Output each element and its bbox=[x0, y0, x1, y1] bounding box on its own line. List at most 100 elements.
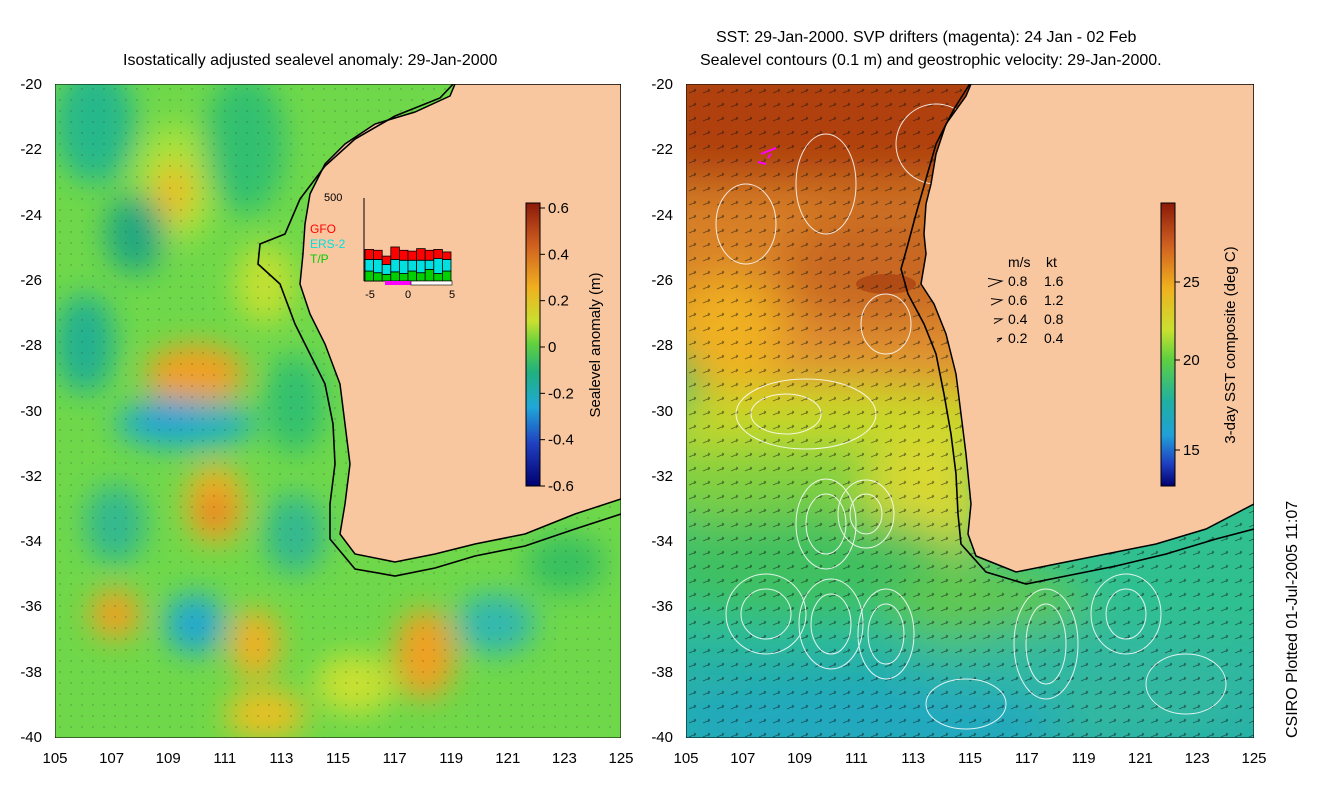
y-tick-label: -40 bbox=[20, 729, 42, 746]
shelf-isobath bbox=[900, 84, 1254, 585]
colorbar-tick-label: 0.4 bbox=[548, 246, 569, 263]
sealevel-colorbar-gradient bbox=[525, 202, 541, 487]
gfo-bar-segment bbox=[407, 250, 418, 261]
inset-xtick-0: 0 bbox=[405, 289, 411, 301]
colorbar-tick-label: 15 bbox=[1183, 442, 1200, 459]
velocity-ms-value: 0.8 bbox=[1008, 273, 1028, 289]
velocity-kt-value: 1.6 bbox=[1044, 273, 1064, 289]
y-tick-label: -40 bbox=[651, 729, 673, 746]
gfo-bar-segment bbox=[424, 249, 435, 261]
x-tick-label: 119 bbox=[1071, 750, 1096, 767]
svp-drifter-track bbox=[760, 147, 777, 155]
inset-legend-tp: T/P bbox=[310, 252, 329, 266]
tp-bar-segment bbox=[373, 272, 383, 282]
sst-colorbar-label: 3-day SST composite (deg C) bbox=[1222, 246, 1239, 443]
ers2-bar-segment bbox=[390, 259, 400, 273]
colorbar-tick-label: -0.2 bbox=[548, 385, 574, 402]
colorbar-tick-label: 20 bbox=[1183, 352, 1200, 369]
velocity-ms-value: 0.6 bbox=[1008, 292, 1028, 308]
velocity-scale-legend: m/s kt 0.8 1.6 0.6 1.2 0.4 0.8 0.2 0.4 bbox=[987, 254, 1064, 346]
ers2-bar-segment bbox=[364, 259, 375, 272]
velocity-ms-value: 0.4 bbox=[1008, 311, 1028, 327]
y-tick-label: -32 bbox=[651, 467, 673, 485]
plot-credit: CSIRO Plotted 01-Jul-2005 11:07 bbox=[1284, 500, 1301, 738]
x-tick-label: 107 bbox=[99, 750, 125, 767]
x-tick-label: 125 bbox=[608, 750, 634, 767]
ers2-bar-segment bbox=[433, 258, 443, 274]
y-tick-label: -26 bbox=[651, 271, 673, 289]
sst-colorbar-gradient bbox=[1160, 202, 1176, 487]
tp-bar-segment bbox=[407, 270, 418, 282]
tp-bar-segment bbox=[390, 271, 400, 282]
x-tick-label: 113 bbox=[269, 750, 294, 767]
future-period-marker bbox=[410, 280, 453, 286]
x-tick-label: 123 bbox=[551, 750, 577, 767]
x-tick-label: 105 bbox=[673, 750, 699, 767]
velocity-kt-value: 0.4 bbox=[1044, 330, 1064, 346]
velocity-scale-arrow bbox=[990, 298, 1004, 306]
ers2-bar-segment bbox=[381, 264, 392, 275]
x-tick-label: 121 bbox=[495, 750, 521, 767]
y-tick-label: -26 bbox=[20, 271, 42, 289]
x-tick-label: 125 bbox=[1241, 750, 1267, 767]
y-tick-label: -34 bbox=[651, 533, 673, 551]
ers2-bar-segment bbox=[407, 259, 418, 272]
sealevel-contours bbox=[715, 103, 1227, 730]
y-tick-label: -22 bbox=[651, 141, 673, 159]
y-tick-label: -20 bbox=[651, 76, 673, 93]
y-tick-label: -24 bbox=[651, 206, 673, 224]
ers2-bar-segment bbox=[373, 259, 383, 274]
x-tick-label: 119 bbox=[439, 750, 464, 767]
colorbar-tick-label: -0.4 bbox=[548, 432, 574, 449]
x-tick-label: 123 bbox=[1184, 750, 1210, 767]
x-tick-label: 105 bbox=[42, 750, 68, 767]
gfo-bar-segment bbox=[399, 249, 409, 261]
x-tick-label: 115 bbox=[958, 750, 982, 767]
australia-land bbox=[299, 84, 621, 563]
tp-bar-segment bbox=[399, 273, 409, 282]
y-tick-label: -32 bbox=[20, 467, 42, 485]
x-tick-label: 121 bbox=[1127, 750, 1153, 767]
tp-bar-segment bbox=[441, 270, 452, 282]
gfo-bar-segment bbox=[381, 255, 392, 265]
velocity-header-kt: kt bbox=[1046, 254, 1057, 270]
svp-drifter-track bbox=[757, 153, 772, 165]
x-tick-label: 117 bbox=[1014, 750, 1039, 767]
colorbar-tick-label: -0.6 bbox=[548, 478, 574, 495]
inset-xtick-minus5: -5 bbox=[365, 289, 375, 301]
ers2-bar-segment bbox=[424, 259, 435, 270]
ers2-bar-segment bbox=[441, 259, 452, 272]
drifter-period-marker bbox=[385, 281, 411, 285]
velocity-header-ms: m/s bbox=[1008, 254, 1031, 270]
gfo-bar-segment bbox=[364, 249, 375, 260]
colorbar-tick-label: 0 bbox=[548, 339, 556, 356]
colorbar-tick-label: 0.6 bbox=[548, 200, 569, 217]
velocity-kt-value: 1.2 bbox=[1044, 292, 1064, 308]
y-tick-label: -36 bbox=[651, 598, 673, 616]
gfo-bar-segment bbox=[433, 249, 443, 259]
x-tick-label: 107 bbox=[730, 750, 756, 767]
velocity-ms-value: 0.2 bbox=[1008, 330, 1028, 346]
gfo-bar-segment bbox=[441, 251, 452, 260]
y-tick-label: -24 bbox=[20, 206, 42, 224]
y-tick-label: -34 bbox=[20, 533, 42, 551]
inset-legend-gfo: GFO bbox=[310, 222, 336, 236]
gfo-bar-segment bbox=[390, 246, 400, 260]
y-tick-label: -20 bbox=[20, 76, 42, 93]
x-tick-label: 117 bbox=[382, 750, 407, 767]
x-tick-label: 109 bbox=[787, 750, 813, 767]
tp-bar-segment bbox=[416, 272, 426, 282]
shelf-isobath bbox=[257, 84, 621, 577]
gfo-bar-segment bbox=[416, 248, 426, 261]
x-tick-label: 113 bbox=[901, 750, 926, 767]
y-tick-label: -28 bbox=[20, 337, 42, 355]
ers2-bar-segment bbox=[416, 259, 426, 274]
inset-max-label: 500 bbox=[324, 192, 342, 204]
x-tick-label: 109 bbox=[155, 750, 181, 767]
colorbar-tick-label: 25 bbox=[1183, 274, 1200, 291]
sealevel-colorbar-label: Sealevel anomaly (m) bbox=[587, 272, 604, 417]
velocity-scale-arrow bbox=[987, 277, 1004, 288]
y-tick-label: -36 bbox=[20, 598, 42, 616]
x-tick-label: 111 bbox=[213, 750, 237, 767]
velocity-scale-arrow bbox=[993, 318, 1004, 325]
